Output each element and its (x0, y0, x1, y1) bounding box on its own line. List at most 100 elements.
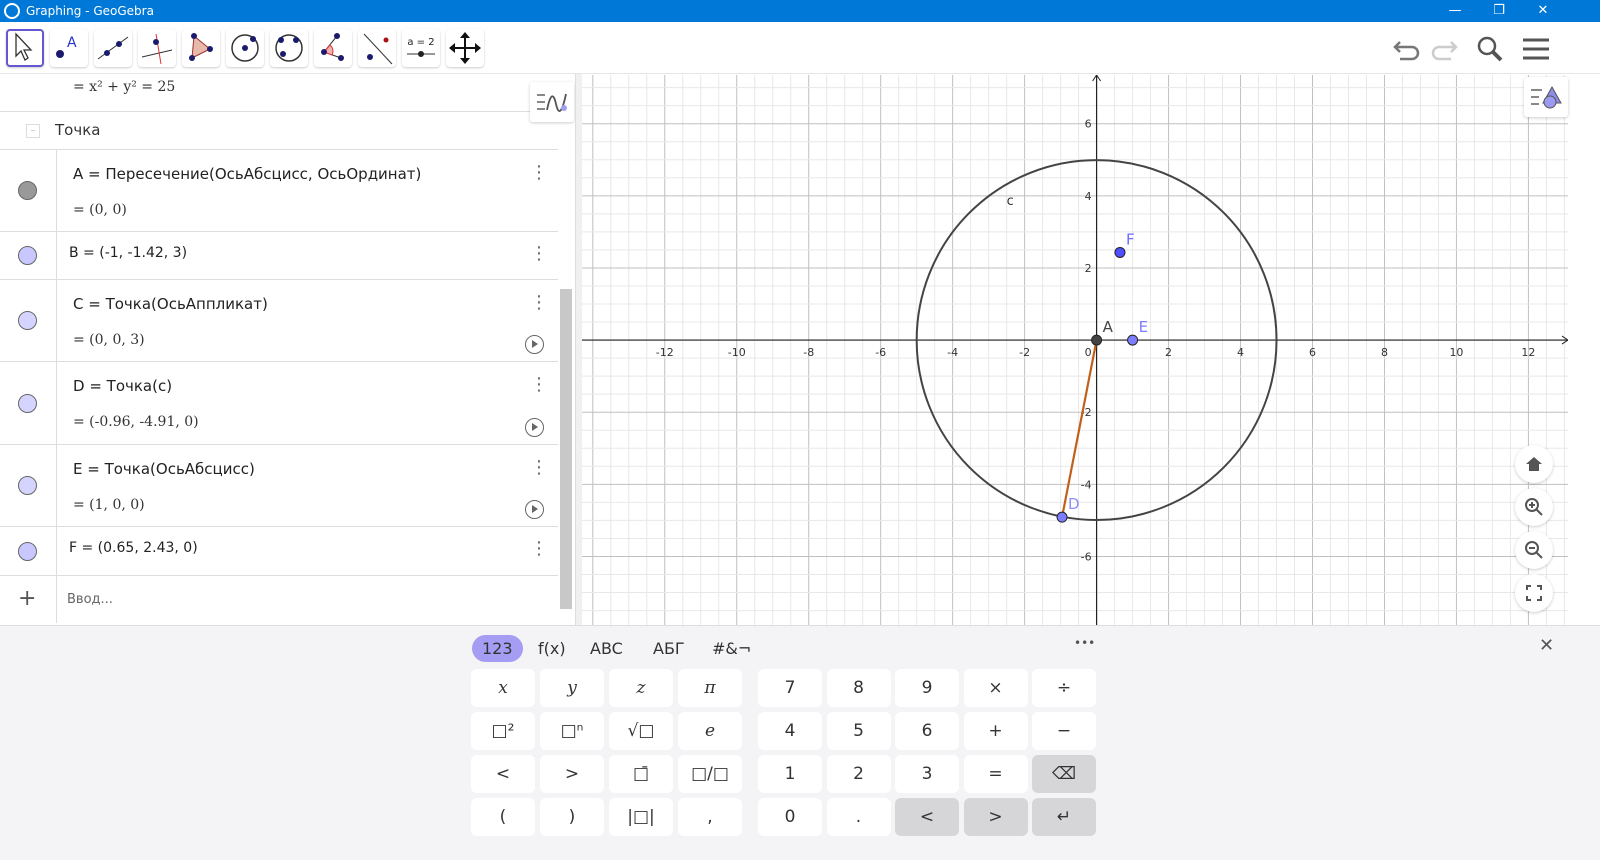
minimize-button[interactable]: — (1448, 3, 1462, 18)
play-animation-icon[interactable] (525, 500, 544, 519)
key[interactable]: 6 (895, 712, 959, 750)
algebra-row-F[interactable]: F = (0.65, 2.43, 0) ⋮ (0, 527, 558, 576)
key[interactable]: 7 (758, 669, 822, 707)
key[interactable]: x (471, 669, 535, 707)
zoom-in-button[interactable] (1515, 488, 1553, 526)
close-keyboard-button[interactable]: ✕ (1539, 635, 1555, 656)
panel-divider[interactable] (575, 74, 582, 625)
play-animation-icon[interactable] (525, 335, 544, 354)
key[interactable]: □̄ (609, 755, 673, 793)
algebra-input-row[interactable]: + Ввод... (0, 576, 558, 623)
keyboard-tab-2[interactable]: ABC (590, 639, 623, 658)
graphics-view[interactable]: -12 -10 -8 -6 -4 -2 2 4 6 8 10 12 -6 -4 -2 2 4 6 0 c A E F D (582, 75, 1568, 625)
circle-center-tool[interactable] (226, 29, 264, 67)
graphics-style-button[interactable] (1524, 77, 1568, 117)
key[interactable]: . (826, 798, 891, 836)
visibility-toggle[interactable] (18, 393, 37, 413)
object-definition[interactable]: C = Точка(ОсьАппликат) (73, 295, 268, 313)
key[interactable]: 3 (895, 755, 959, 793)
key[interactable]: 2 (826, 755, 891, 793)
key[interactable]: ÷ (1032, 669, 1096, 707)
key[interactable]: |□| (609, 798, 673, 836)
graph-canvas[interactable]: -12 -10 -8 -6 -4 -2 2 4 6 8 10 12 -6 -4 -2 2 4 6 0 c A E F D (582, 75, 1568, 625)
move-tool[interactable] (6, 29, 44, 67)
circle-three-points-tool[interactable] (270, 29, 308, 67)
zoom-out-button[interactable] (1515, 531, 1553, 569)
key[interactable]: e (678, 712, 742, 750)
home-button[interactable] (1515, 445, 1553, 483)
angle-tool[interactable] (314, 29, 352, 67)
reflect-tool[interactable] (358, 29, 396, 67)
key[interactable]: □/□ (678, 755, 742, 793)
slider-tool[interactable]: a = 2 (402, 29, 440, 67)
maximize-button[interactable]: ❐ (1493, 3, 1505, 18)
key[interactable]: 8 (826, 669, 891, 707)
keyboard-tab-1[interactable]: f(x) (538, 639, 566, 658)
keyboard-tab-3[interactable]: АБГ (653, 639, 685, 658)
key[interactable]: y (540, 669, 604, 707)
search-button[interactable] (1473, 34, 1507, 64)
more-options-icon[interactable]: ⋮ (530, 292, 548, 313)
algebra-row-E[interactable]: E = Точка(ОсьАбсцисс) = (1, 0, 0) ⋮ (0, 445, 558, 527)
key[interactable]: □ⁿ (540, 712, 604, 750)
algebra-input[interactable]: Ввод... (67, 592, 113, 607)
point-tool[interactable]: A (50, 29, 88, 67)
fullscreen-button[interactable] (1515, 574, 1553, 612)
polygon-tool[interactable] (182, 29, 220, 67)
visibility-toggle[interactable] (18, 541, 37, 561)
key[interactable]: z (609, 669, 673, 707)
key[interactable]: ) (540, 798, 604, 836)
add-icon[interactable]: + (18, 586, 37, 611)
more-options-icon[interactable]: ⋮ (530, 374, 548, 395)
keyboard-tab-4[interactable]: #&¬ (712, 639, 752, 658)
visibility-toggle[interactable] (18, 311, 37, 330)
algebra-row-circle[interactable]: = x² + y² = 25 (0, 74, 558, 112)
object-definition[interactable]: E = Точка(ОсьАбсцисс) (73, 460, 255, 478)
algebra-row-D[interactable]: D = Точка(c) = (-0.96, -4.91, 0) ⋮ (0, 362, 558, 445)
more-keyboard-button[interactable]: ••• (1074, 636, 1096, 650)
redo-button[interactable] (1427, 34, 1461, 64)
more-options-icon[interactable]: ⋮ (530, 457, 548, 478)
more-options-icon[interactable]: ⋮ (530, 243, 548, 264)
algebra-row-C[interactable]: C = Точка(ОсьАппликат) = (0, 0, 3) ⋮ (0, 280, 558, 362)
key[interactable]: < (471, 755, 535, 793)
object-definition[interactable]: B = (-1, -1.42, 3) (69, 245, 188, 261)
object-definition[interactable]: A = Пересечение(ОсьАбсцисс, ОсьОрдинат) (73, 165, 422, 183)
close-window-button[interactable]: ✕ (1537, 3, 1549, 18)
menu-button[interactable] (1519, 34, 1553, 64)
play-animation-icon[interactable] (525, 418, 544, 437)
key[interactable]: 5 (826, 712, 891, 750)
algebra-row-A[interactable]: A = Пересечение(ОсьАбсцисс, ОсьОрдинат) =… (0, 150, 558, 232)
collapse-group-button[interactable]: – (26, 124, 40, 138)
more-options-icon[interactable]: ⋮ (530, 162, 548, 183)
key-nav[interactable]: > (963, 798, 1028, 836)
key[interactable]: 1 (758, 755, 822, 793)
key[interactable]: 4 (758, 712, 822, 750)
key[interactable]: ( (471, 798, 535, 836)
key[interactable]: > (540, 755, 604, 793)
visibility-toggle[interactable] (18, 246, 37, 265)
key[interactable]: × (963, 669, 1028, 707)
key[interactable]: □² (471, 712, 535, 750)
algebra-style-button[interactable] (530, 82, 574, 122)
perpendicular-tool[interactable] (138, 29, 176, 67)
key[interactable]: √□ (609, 712, 673, 750)
key[interactable]: 0 (758, 798, 822, 836)
key-nav[interactable]: ⌫ (1032, 755, 1096, 793)
key[interactable]: + (963, 712, 1028, 750)
more-options-icon[interactable]: ⋮ (530, 538, 548, 559)
key-nav[interactable]: < (895, 798, 959, 836)
visibility-toggle[interactable] (18, 181, 37, 200)
keyboard-tab-0[interactable]: 123 (472, 635, 523, 662)
key[interactable]: π (678, 669, 742, 707)
algebra-scrollbar[interactable] (560, 289, 572, 609)
object-definition[interactable]: F = (0.65, 2.43, 0) (69, 540, 198, 556)
key[interactable]: , (678, 798, 742, 836)
key-nav[interactable]: ↵ (1032, 798, 1096, 836)
key[interactable]: = (963, 755, 1028, 793)
key[interactable]: − (1032, 712, 1096, 750)
move-graphics-tool[interactable] (446, 29, 484, 67)
key[interactable]: 9 (895, 669, 959, 707)
undo-button[interactable] (1390, 34, 1424, 64)
visibility-toggle[interactable] (18, 476, 37, 495)
